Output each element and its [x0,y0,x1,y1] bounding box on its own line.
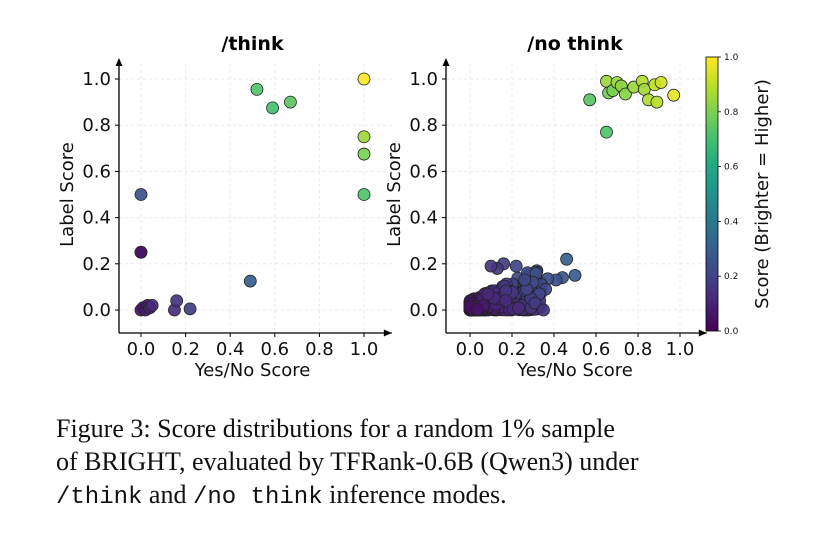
scatter-point [357,147,371,161]
y-tick-label: 0.8 [409,115,438,136]
chart-title: /think [221,33,284,55]
y-tick-label: 0.2 [409,254,438,275]
x-tick-label: 0.0 [127,339,156,360]
y-axis-arrow [115,58,123,66]
caption-code-no-think: /no think [192,484,323,511]
panel-no-think: 0.0 0.2 0.4 0.6 0.8 1.0 0.0 0.2 0.4 0.6 0.8 1.0/no … [384,33,707,381]
scatter-point [266,101,279,115]
colorbar-tick-label: 0.4 [724,217,739,227]
y-tick-label: 0.8 [82,115,111,136]
scatter-point [509,259,523,273]
scatter-point [145,298,159,312]
scatter-point [357,72,371,86]
x-tick-label: 0.4 [540,339,569,360]
y-axis-arrow [442,58,450,66]
y-tick-label: 1.0 [82,69,111,90]
scatter-point [357,130,371,144]
scatter-point [560,252,573,266]
caption-code-think: /think [56,484,143,511]
x-tick-label: 0.8 [305,339,334,360]
y-tick-label: 0.0 [82,300,111,321]
scatter-point [568,268,582,282]
colorbar-tick-label: 1.0 [724,53,739,63]
x-axis-label: Yes/No Score [516,360,633,381]
scatter-point [600,125,613,139]
y-tick-label: 0.0 [409,300,438,321]
y-axis-label: Label Score [384,142,405,247]
caption-line-1: Figure 3: Score distributions for a rand… [56,414,615,443]
scatter-point [250,82,264,96]
x-tick-label: 1.0 [350,339,379,360]
scatter-point [170,294,184,308]
scatter-point-cluster [471,303,485,316]
colorbar-tick-label: 0.0 [724,327,739,337]
caption-line-3: /think and /no think inference modes. [56,478,772,514]
figure: 0.0 0.2 0.4 0.6 0.8 1.0 0.0 0.2 0.4 0.6 0.8 1.0/thi… [57,33,773,381]
scatter-point [650,95,664,109]
y-tick-label: 0.4 [409,208,438,229]
scatter-point [619,87,632,101]
chart-title: /no think [527,33,623,55]
colorbar-tick-label: 0.8 [724,108,739,118]
scatter-point [667,88,681,102]
scatter-point [484,259,498,273]
figure-caption: Figure 3: Score distributions for a rand… [56,412,772,514]
x-tick-label: 1.0 [666,339,695,360]
x-tick-label: 0.0 [456,339,485,360]
scatter-point-cluster [481,287,495,301]
y-tick-label: 0.6 [409,161,438,182]
colorbar: 0.0 0.2 0.4 0.6 0.8 1.0 Score (Brighter = High… [705,53,773,337]
scatter-point-cluster [499,294,513,307]
x-axis-arrow [698,329,707,337]
scatter-point [537,303,550,317]
colorbar-tick-label: 0.2 [724,272,738,282]
scatter-point [357,188,371,201]
scatter-point-cluster [512,301,525,315]
colorbar-gradient [705,56,719,332]
x-tick-label: 0.4 [216,339,245,360]
y-axis-label: Label Score [57,142,78,247]
y-tick-label: 0.2 [82,254,111,275]
scatter-point [134,245,148,259]
scatter-point [583,93,597,107]
scatter-point [183,302,197,316]
colorbar-label: Score (Brighter = Higher) [752,79,773,309]
colorbar-tick-label: 0.6 [724,163,739,173]
y-tick-label: 0.6 [82,161,111,182]
x-tick-label: 0.8 [624,339,653,360]
scatter-point [284,95,297,109]
caption-line-2: of BRIGHT, evaluated by TFRank-0.6B (Qwe… [56,447,639,476]
panel-think: 0.0 0.2 0.4 0.6 0.8 1.0 0.0 0.2 0.4 0.6 0.8 1.0/thi… [57,33,392,381]
x-tick-label: 0.6 [582,339,611,360]
x-axis-label: Yes/No Score [194,360,311,381]
x-tick-label: 0.2 [498,339,527,360]
scatter-point [528,296,542,310]
caption-and: and [142,480,193,509]
y-tick-label: 0.4 [82,208,111,229]
scatter-point [654,76,668,89]
caption-end: inference modes. [322,480,507,509]
scatter-point [243,274,257,288]
scatter-point [134,188,148,201]
x-axis-arrow [383,329,392,337]
x-tick-label: 0.2 [171,339,200,360]
x-tick-label: 0.6 [260,339,289,360]
scatter-point [518,273,531,287]
y-tick-label: 1.0 [409,69,438,90]
